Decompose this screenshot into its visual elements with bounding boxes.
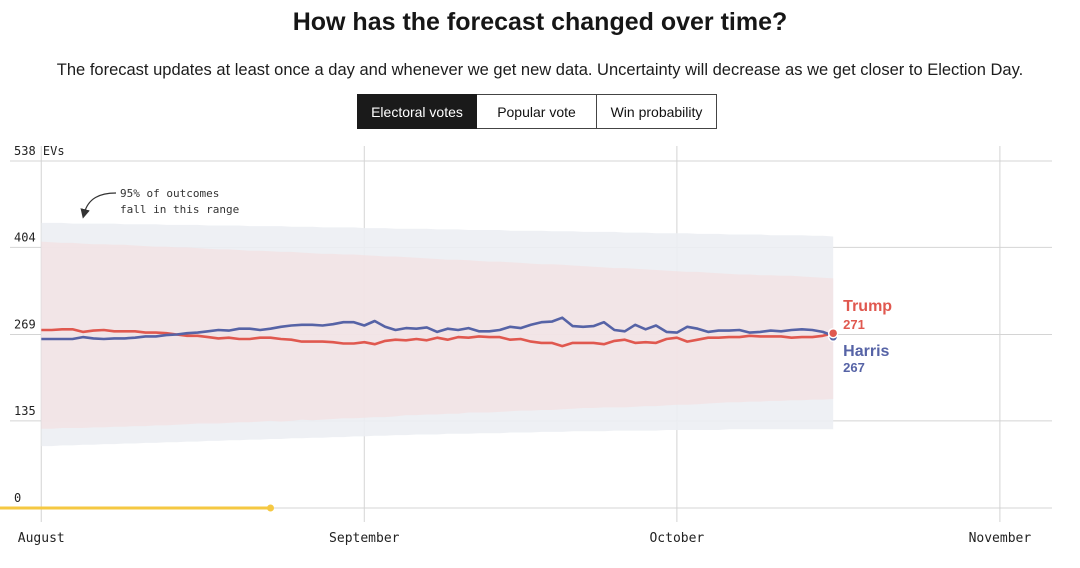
trump-value: 271 bbox=[843, 317, 865, 332]
x-tick-label: August bbox=[18, 531, 65, 546]
annotation-arrow bbox=[80, 192, 117, 219]
chart-subtitle: The forecast updates at least once a day… bbox=[56, 61, 1024, 79]
tab-popular-vote[interactable]: Popular vote bbox=[477, 94, 597, 129]
annotation-line-2: fall in this range bbox=[120, 203, 239, 216]
trump-range-band bbox=[41, 241, 834, 429]
x-tick-label: September bbox=[329, 531, 400, 546]
y-tick-label: 0 bbox=[14, 491, 21, 505]
view-tabs: Electoral votes Popular vote Win probabi… bbox=[357, 94, 717, 129]
chart-title: How has the forecast changed over time? bbox=[292, 8, 788, 36]
tab-electoral-votes[interactable]: Electoral votes bbox=[357, 94, 477, 129]
timeline-progress-marker bbox=[267, 504, 274, 512]
trump-end-point bbox=[827, 327, 839, 339]
y-tick-label: 135 bbox=[14, 404, 36, 418]
trump-label: Trump bbox=[843, 298, 892, 315]
harris-line bbox=[41, 316, 834, 341]
x-tick-label: October bbox=[649, 531, 704, 546]
harris-label: Harris bbox=[843, 343, 889, 360]
x-tick-label: November bbox=[969, 531, 1032, 546]
y-tick-label: 404 bbox=[14, 230, 36, 244]
annotation-line-1: 95% of outcomes bbox=[120, 187, 219, 200]
y-tick-label: 269 bbox=[14, 318, 36, 332]
y-tick-label: 538 EVs bbox=[14, 144, 65, 158]
harris-value: 267 bbox=[843, 360, 865, 375]
tab-win-probability[interactable]: Win probability bbox=[597, 94, 717, 129]
range-annotation: 95% of outcomes fall in this range bbox=[80, 187, 239, 219]
